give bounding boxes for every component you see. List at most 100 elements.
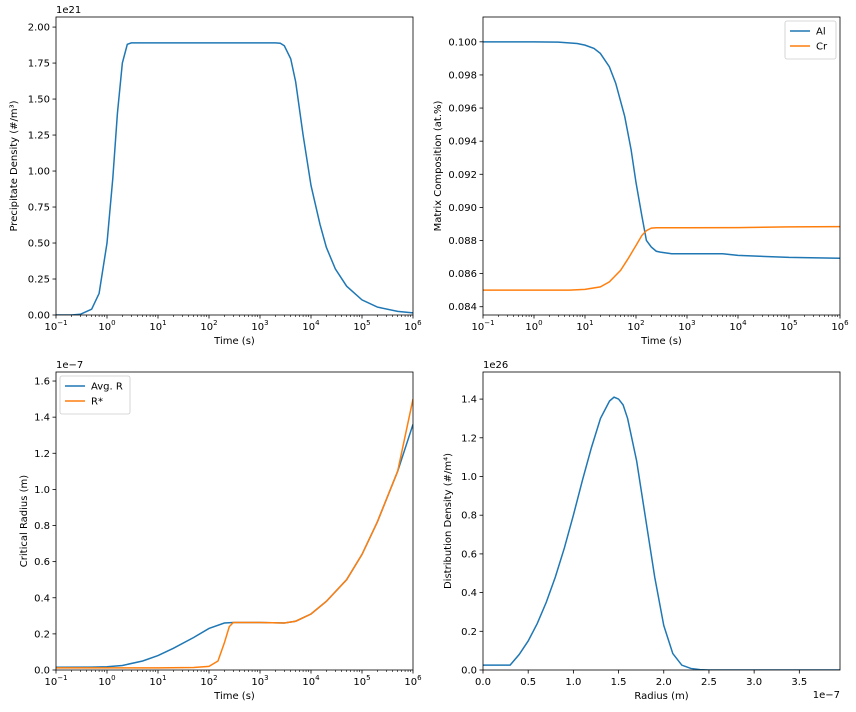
y-tick-label: 0.6 <box>34 557 50 568</box>
x-tick-label: 101 <box>149 674 166 688</box>
y-tick-label: 1.2 <box>34 449 50 460</box>
x-tick-label: 2.0 <box>656 677 672 688</box>
legend-label: Cr <box>816 42 828 53</box>
x-tick-label: 3.0 <box>746 677 762 688</box>
y-offset-text: 1e−7 <box>56 360 83 371</box>
x-tick-label: 10−1 <box>44 319 67 333</box>
y-tick-label: 0.50 <box>28 239 50 250</box>
y-tick-label: 0.6 <box>461 549 477 560</box>
legend-label: Al <box>816 27 826 38</box>
series-line-cr <box>483 225 840 291</box>
series-line-1 <box>483 396 840 670</box>
x-tick-label: 10−1 <box>44 674 67 688</box>
series-line-al <box>483 41 840 259</box>
x-tick-label: 101 <box>149 319 166 333</box>
y-axis-label: Distribution Density (#/m⁴) <box>443 453 454 589</box>
series-line-r- <box>56 398 413 669</box>
x-tick-label: 3.5 <box>791 677 807 688</box>
x-tick-label: 100 <box>98 674 115 688</box>
x-tick-label: 102 <box>200 674 217 688</box>
y-offset-text: 1e26 <box>483 360 508 371</box>
y-tick-label: 0.094 <box>448 137 477 148</box>
x-offset-text: 1e−7 <box>813 690 840 701</box>
y-axis-label: Matrix Composition (at.%) <box>433 100 444 231</box>
axes-frame <box>482 16 841 316</box>
y-tick-label: 0.25 <box>28 275 50 286</box>
y-tick-label: 1.0 <box>34 485 50 496</box>
y-tick-label: 0.098 <box>448 70 477 81</box>
x-tick-label: 103 <box>251 319 268 333</box>
y-tick-label: 0.092 <box>448 170 477 181</box>
x-tick-label: 10−1 <box>471 319 494 333</box>
y-tick-label: 1.00 <box>28 167 50 178</box>
x-tick-label: 102 <box>200 319 217 333</box>
x-tick-label: 0.0 <box>475 677 491 688</box>
x-tick-label: 105 <box>353 319 370 333</box>
x-tick-label: 105 <box>780 319 797 333</box>
y-tick-label: 0.8 <box>34 521 50 532</box>
x-axis-label: Time (s) <box>213 691 255 702</box>
axes-frame <box>55 16 414 316</box>
subplot-4: 0.0 0.5 1.0 1.5 2.0 2.5 3.0 3.5 0.0 0.2 0.4 0.6 0.8 1… <box>443 360 841 702</box>
legend: Avg. R R* <box>59 375 131 415</box>
x-tick-label: 103 <box>678 319 695 333</box>
subplot-3: 10−1 100 101 102 103 104 105 106 0.0 0.2 0.4 0.6 0.8… <box>19 360 422 702</box>
x-tick-label: 106 <box>831 319 849 333</box>
legend-label: Avg. R <box>91 382 123 393</box>
series-line-1 <box>56 42 413 315</box>
x-tick-label: 106 <box>404 319 422 333</box>
y-tick-label: 1.0 <box>461 472 477 483</box>
y-axis-label: Critical Radius (m) <box>19 475 30 568</box>
series-line-avg-r <box>56 424 413 669</box>
y-tick-label: 0.100 <box>448 37 477 48</box>
x-tick-label: 104 <box>302 674 320 688</box>
y-tick-label: 2.00 <box>28 23 50 34</box>
x-tick-label: 104 <box>729 319 747 333</box>
x-tick-label: 102 <box>627 319 644 333</box>
x-tick-label: 106 <box>404 674 422 688</box>
y-tick-label: 1.4 <box>34 413 50 424</box>
y-tick-label: 0.4 <box>34 593 50 604</box>
y-tick-label: 0.2 <box>461 627 477 638</box>
x-tick-label: 0.5 <box>520 677 536 688</box>
y-tick-label: 1.2 <box>461 433 477 444</box>
x-tick-label: 2.5 <box>701 677 717 688</box>
legend: Al Cr <box>784 20 837 60</box>
x-tick-label: 105 <box>353 674 370 688</box>
y-tick-label: 0.0 <box>461 666 477 677</box>
x-axis-label: Time (s) <box>640 336 682 347</box>
y-tick-label: 0.090 <box>448 203 477 214</box>
x-tick-label: 101 <box>576 319 593 333</box>
y-tick-label: 1.25 <box>28 131 50 142</box>
y-tick-label: 0.75 <box>28 203 50 214</box>
legend-frame <box>784 20 837 60</box>
y-tick-label: 0.086 <box>448 269 477 280</box>
y-tick-label: 1.75 <box>28 59 50 70</box>
subplot-1: 10−1 100 101 102 103 104 105 106 0.00 0.25 0.50 0.7… <box>9 5 422 347</box>
x-tick-label: 1.0 <box>565 677 581 688</box>
axes-frame <box>55 371 414 671</box>
subplot-2: 10−1 100 101 102 103 104 105 106 0.084 0.086 0.088… <box>433 16 849 347</box>
y-tick-label: 0.084 <box>448 302 477 313</box>
x-tick-label: 1.5 <box>611 677 627 688</box>
y-tick-label: 0.088 <box>448 236 477 247</box>
y-tick-label: 0.4 <box>461 588 477 599</box>
y-tick-label: 1.50 <box>28 95 50 106</box>
y-offset-text: 1e21 <box>56 5 81 16</box>
x-axis-label: Radius (m) <box>634 691 688 702</box>
y-tick-label: 0.00 <box>28 311 50 322</box>
x-axis-label: Time (s) <box>213 336 255 347</box>
y-tick-label: 0.8 <box>461 511 477 522</box>
y-tick-label: 0.2 <box>34 629 50 640</box>
y-axis-label: Precipitate Density (#/m³) <box>9 100 20 231</box>
y-tick-label: 0.0 <box>34 666 50 677</box>
y-tick-label: 1.4 <box>461 395 477 406</box>
x-tick-label: 100 <box>525 319 542 333</box>
y-tick-label: 1.6 <box>34 377 50 388</box>
x-tick-label: 104 <box>302 319 320 333</box>
axes-frame <box>482 371 841 671</box>
y-tick-label: 0.096 <box>448 104 477 115</box>
x-tick-label: 103 <box>251 674 268 688</box>
legend-label: R* <box>91 397 103 408</box>
